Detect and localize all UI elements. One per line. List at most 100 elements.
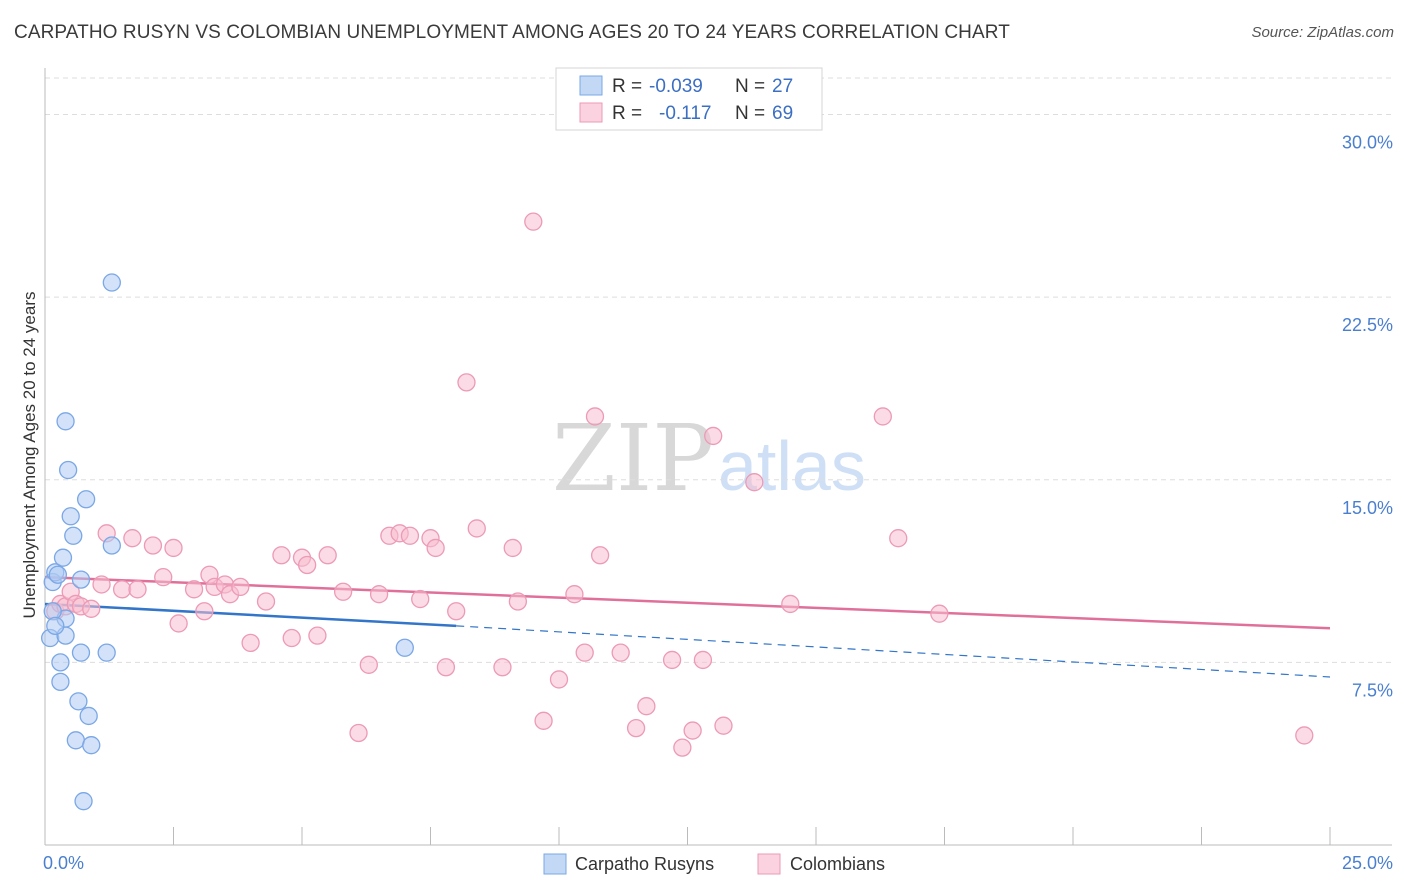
colombian-point xyxy=(272,546,291,565)
colombian-point xyxy=(503,538,522,558)
colombian-point xyxy=(585,407,605,426)
colombian-point xyxy=(714,716,733,735)
colombian-point xyxy=(930,604,949,623)
colombian-point xyxy=(683,721,702,740)
colombian-point xyxy=(662,650,682,670)
carpatho-point xyxy=(64,526,83,545)
colombian-point xyxy=(426,538,445,558)
y-tick-label: 22.5% xyxy=(1342,315,1393,335)
colombian-point xyxy=(400,526,420,545)
y-axis-title: Unemployment Among Ages 20 to 24 years xyxy=(20,292,39,619)
colombian-point xyxy=(411,589,430,609)
carpatho-point xyxy=(79,706,98,726)
colombian-point xyxy=(693,650,713,670)
series-legend: Carpatho Rusyns Colombians xyxy=(543,853,885,875)
colombian-point xyxy=(873,407,892,426)
colombian-point xyxy=(493,658,512,677)
colombian-point xyxy=(231,577,250,597)
colombian-point xyxy=(673,738,692,757)
colombian-point xyxy=(565,585,584,604)
colombian-point xyxy=(318,546,337,565)
carpatho-trend-dashed xyxy=(456,625,1331,678)
carpatho-point xyxy=(395,638,414,657)
colombian-trend xyxy=(44,575,1331,630)
colombian-point xyxy=(143,536,163,555)
carpatho-point xyxy=(97,643,116,662)
colombian-point xyxy=(447,602,466,621)
colombian-point xyxy=(549,670,569,689)
x-tick-label: 25.0% xyxy=(1342,853,1393,873)
carpatho-point xyxy=(71,643,91,662)
carpatho-point xyxy=(56,412,75,431)
colombian-point xyxy=(369,585,389,604)
legend-n-value-1: 27 xyxy=(772,76,793,97)
colombian-point xyxy=(1295,726,1314,745)
legend-r-label-2: R = xyxy=(612,103,642,124)
carpatho-point xyxy=(76,490,96,509)
colombian-point xyxy=(349,723,368,743)
colombian-point xyxy=(184,580,204,599)
y-tick-label: 7.5% xyxy=(1352,680,1393,700)
colombian-point xyxy=(123,529,142,548)
colombian-point xyxy=(637,697,656,716)
colombian-point xyxy=(112,580,132,599)
colombian-point xyxy=(333,582,353,601)
colombian-point xyxy=(704,426,723,446)
carpatho-point xyxy=(82,736,101,755)
colombian-point xyxy=(524,212,543,231)
colombian-point xyxy=(359,655,378,674)
colombian-point xyxy=(154,568,173,587)
colombian-point xyxy=(457,373,476,392)
series-swatch-carpatho xyxy=(543,853,567,875)
carpatho-point xyxy=(66,731,85,750)
chart-title: CARPATHO RUSYN VS COLOMBIAN UNEMPLOYMENT… xyxy=(14,22,1010,43)
colombian-point xyxy=(128,580,147,599)
colombian-point xyxy=(745,473,764,492)
axes xyxy=(44,68,1392,846)
colombian-point xyxy=(781,594,800,614)
series-label-carpatho: Carpatho Rusyns xyxy=(575,854,714,874)
legend-swatch-blue xyxy=(579,75,603,96)
watermark-zip: ZIP xyxy=(552,405,714,512)
legend-n-value-2: 69 xyxy=(772,103,793,124)
y-tick-label: 15.0% xyxy=(1342,498,1393,518)
carpatho-point xyxy=(69,692,88,711)
carpatho-trend-solid xyxy=(44,602,457,628)
carpatho-point xyxy=(102,273,121,292)
y-tick-labels: 7.5% 15.0% 22.5% 30.0% xyxy=(1342,133,1393,701)
colombian-point xyxy=(256,592,276,611)
trend-lines xyxy=(44,575,1331,678)
carpatho-point xyxy=(61,507,80,526)
carpatho-point xyxy=(48,565,67,584)
legend-r-label-1: R = xyxy=(612,76,642,97)
colombian-point xyxy=(626,718,646,738)
colombian-point xyxy=(575,643,594,662)
colombian-point xyxy=(297,555,317,575)
colombian-point xyxy=(169,614,188,633)
grid-lines xyxy=(45,77,1392,663)
colombian-point xyxy=(534,711,553,730)
series-swatch-colombians xyxy=(757,853,781,875)
carpatho-point xyxy=(46,616,65,636)
colombian-point xyxy=(436,658,456,677)
colombian-point xyxy=(164,538,183,558)
colombian-point xyxy=(467,519,486,538)
data-points xyxy=(40,212,1314,811)
legend-n-label-2: N = xyxy=(735,103,765,124)
colombian-point xyxy=(282,628,301,648)
carpatho-point xyxy=(53,548,73,567)
legend-r-value-1: -0.039 xyxy=(649,76,703,97)
colombian-point xyxy=(241,633,260,653)
carpatho-point xyxy=(71,570,91,589)
colombian-point xyxy=(611,643,630,662)
series-label-colombians: Colombians xyxy=(790,854,885,874)
carpatho-point xyxy=(58,460,78,480)
legend-n-label-1: N = xyxy=(735,76,765,97)
source-label: Source: ZipAtlas.com xyxy=(1251,24,1394,41)
colombian-point xyxy=(308,626,327,645)
colombian-point xyxy=(92,575,111,594)
carpatho-point xyxy=(51,653,70,672)
legend-r-value-2: -0.117 xyxy=(659,103,711,124)
legend-swatch-pink xyxy=(579,102,603,123)
